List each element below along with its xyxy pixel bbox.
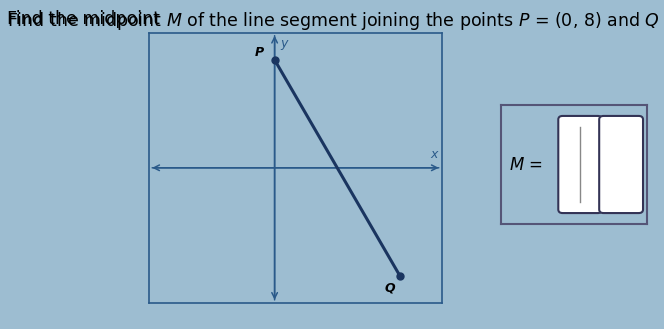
Text: Q: Q [385, 281, 396, 294]
FancyBboxPatch shape [558, 116, 602, 213]
Text: y: y [280, 37, 288, 50]
FancyBboxPatch shape [599, 116, 643, 213]
Text: Find the midpoint: Find the midpoint [7, 10, 165, 28]
Text: P: P [255, 45, 264, 59]
Text: $M$ =: $M$ = [509, 156, 542, 173]
Text: x: x [430, 148, 438, 161]
Text: Find the midpoint $M$ of the line segment joining the points $P$ = (0, 8) and $Q: Find the midpoint $M$ of the line segmen… [7, 10, 664, 32]
